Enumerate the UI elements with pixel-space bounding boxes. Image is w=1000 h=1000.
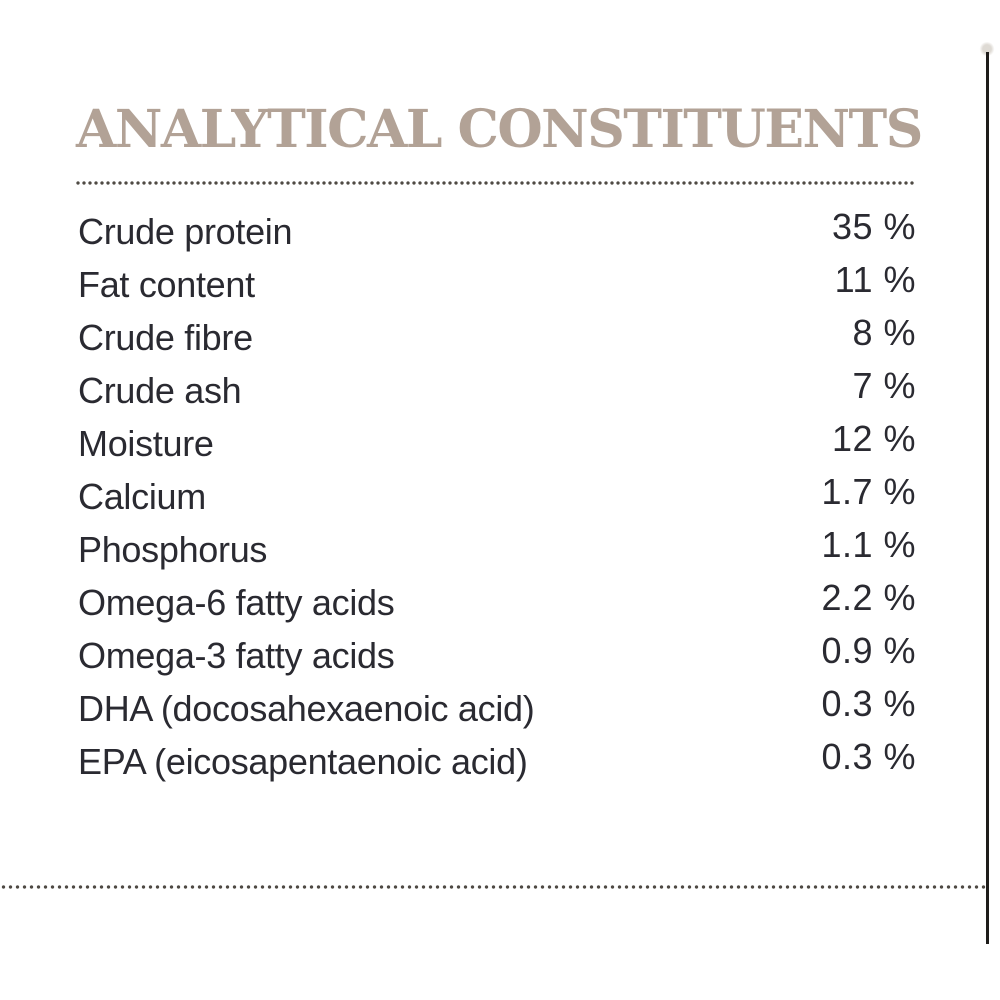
row-label: Fat content [78, 263, 255, 305]
section-title: ANALYTICAL CONSTITUENTS [76, 99, 923, 160]
table-row-dha: DHA (docosahexaenoic acid) 0.3 % [78, 682, 916, 735]
row-value: 0.3 % [821, 682, 916, 724]
table-row-calcium: Calcium 1.7 % [78, 470, 916, 523]
row-value: 2.2 % [821, 576, 916, 618]
row-value: 1.1 % [821, 523, 916, 565]
table-row-fat-content: Fat content 11 % [78, 258, 916, 311]
table-row-crude-ash: Crude ash 7 % [78, 364, 916, 417]
page-edge-vertical-rule [986, 52, 989, 944]
row-label: Crude protein [78, 210, 293, 252]
row-value: 1.7 % [821, 470, 916, 512]
constituents-table: Crude protein 35 % Fat content 11 % Crud… [78, 205, 916, 788]
row-label: EPA (eicosapentaenoic acid) [78, 740, 528, 782]
row-label: Moisture [78, 422, 214, 464]
table-row-moisture: Moisture 12 % [78, 417, 916, 470]
table-row-phosphorus: Phosphorus 1.1 % [78, 523, 916, 576]
row-value: 0.3 % [821, 735, 916, 777]
table-row-epa: EPA (eicosapentaenoic acid) 0.3 % [78, 735, 916, 788]
title-separator-dotted-line [75, 180, 916, 186]
row-label: Omega-6 fatty acids [78, 581, 395, 623]
row-label: Calcium [78, 475, 206, 517]
table-row-crude-protein: Crude protein 35 % [78, 205, 916, 258]
bottom-dotted-line [0, 884, 986, 890]
table-row-crude-fibre: Crude fibre 8 % [78, 311, 916, 364]
row-value: 0.9 % [821, 629, 916, 671]
row-label: Phosphorus [78, 528, 268, 570]
row-label: Crude ash [78, 369, 242, 411]
row-value: 7 % [852, 364, 916, 406]
row-value: 35 % [831, 205, 916, 247]
row-value: 8 % [852, 311, 916, 353]
scan-artifact [979, 42, 995, 56]
row-label: Omega-3 fatty acids [78, 634, 395, 676]
table-row-omega6: Omega-6 fatty acids 2.2 % [78, 576, 916, 629]
row-label: DHA (docosahexaenoic acid) [78, 687, 535, 729]
row-label: Crude fibre [78, 316, 253, 358]
table-row-omega3: Omega-3 fatty acids 0.9 % [78, 629, 916, 682]
row-value: 11 % [834, 258, 916, 300]
row-value: 12 % [831, 417, 916, 459]
